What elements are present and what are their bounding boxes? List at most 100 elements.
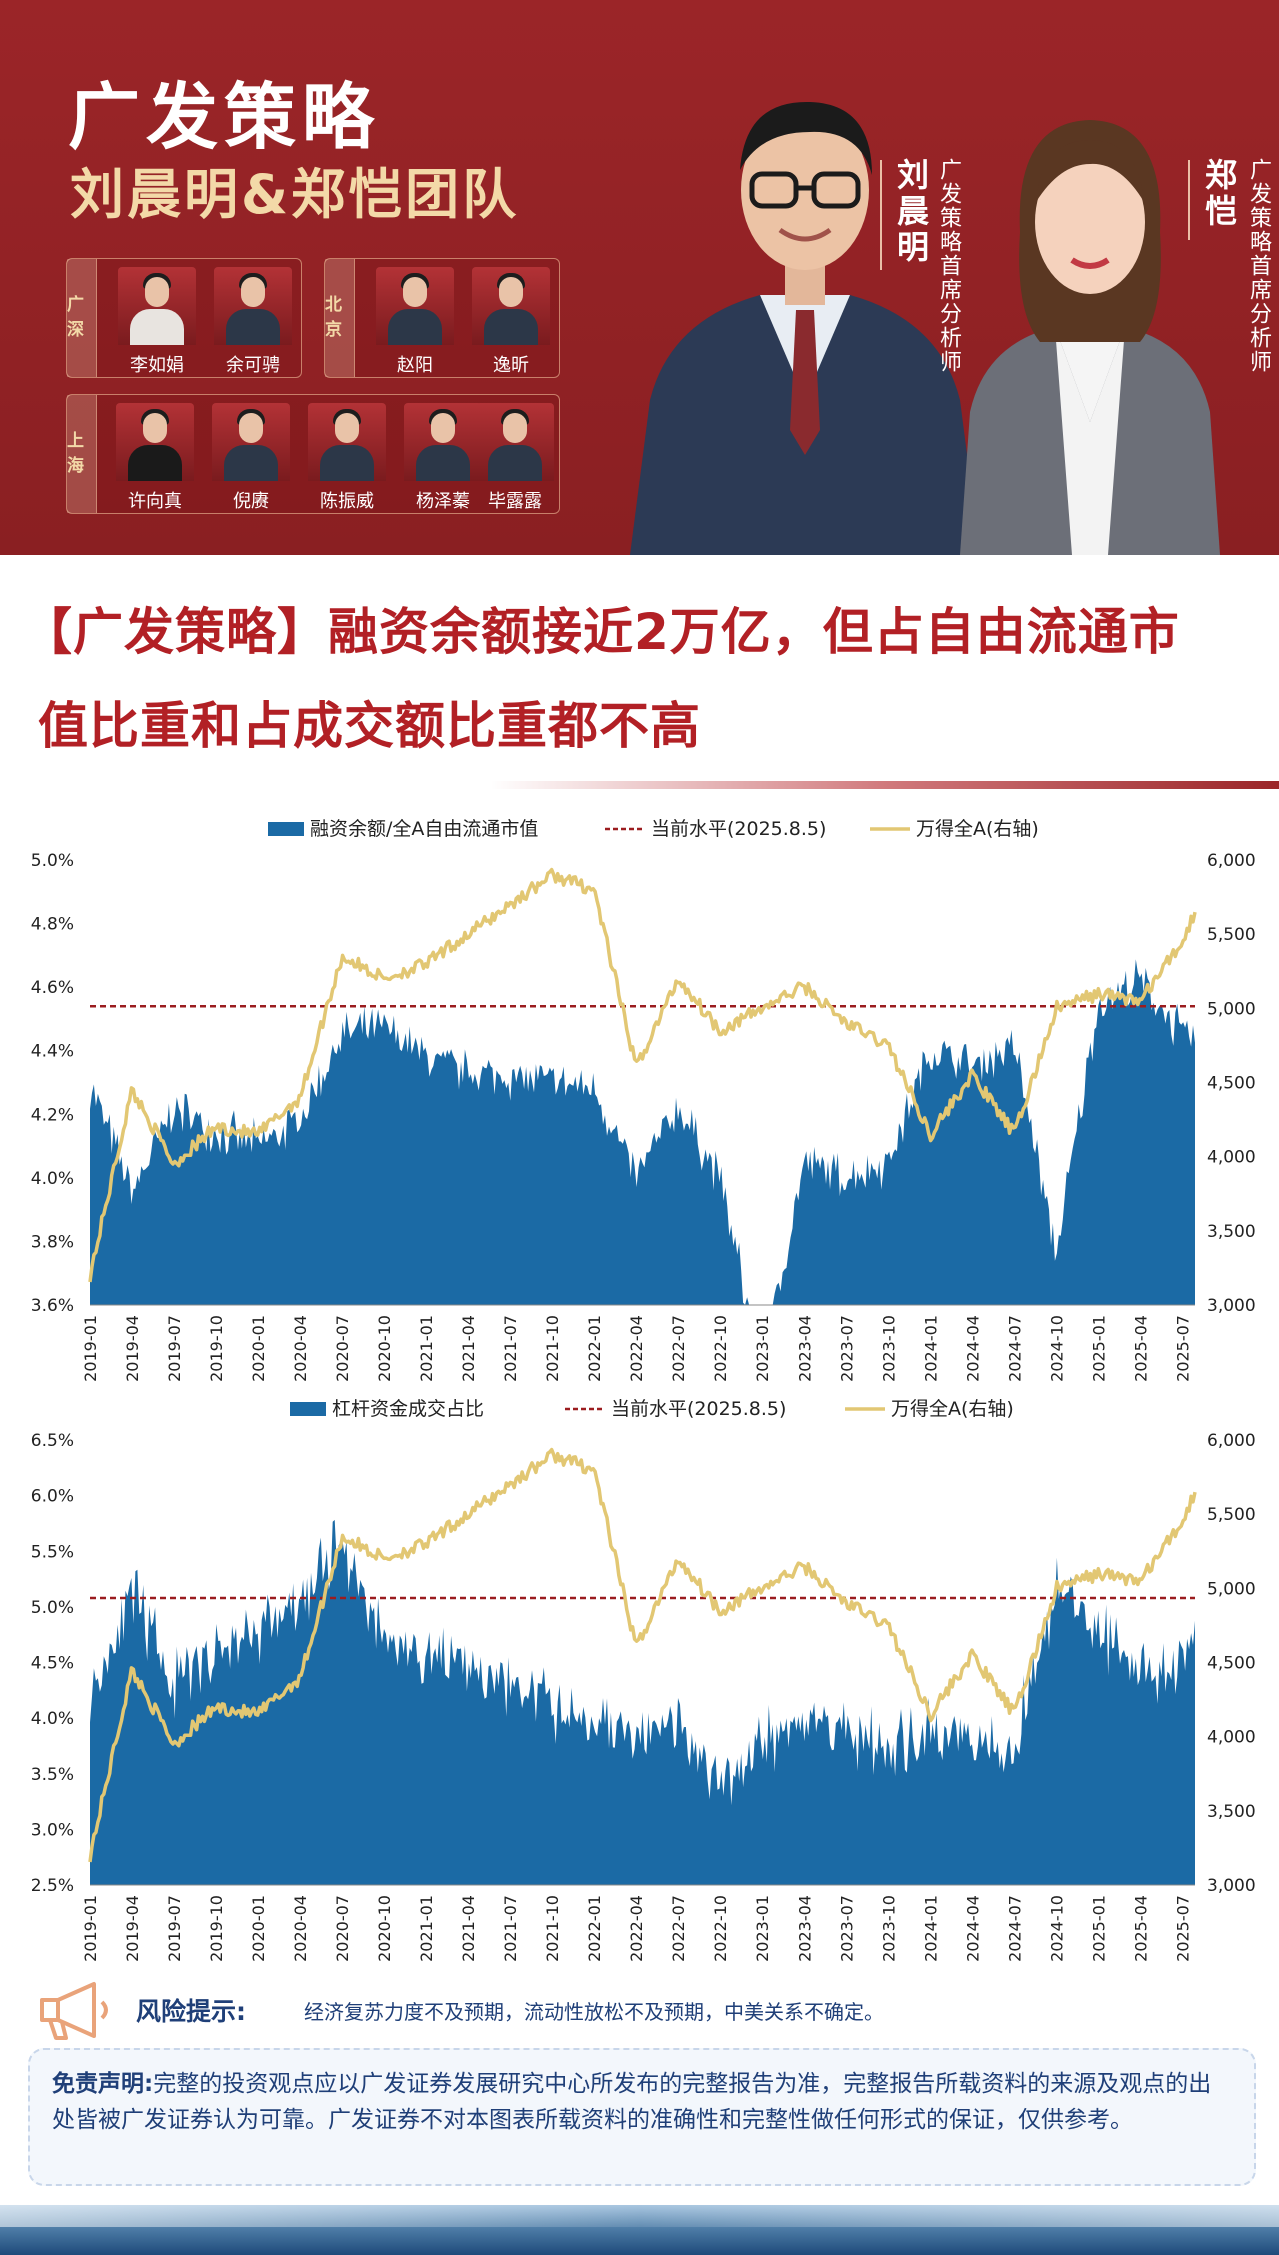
left-tick-label: 4.0%: [31, 1709, 74, 1729]
left-tick-label: 6.5%: [31, 1431, 74, 1451]
x-tick-label: 2023-04: [795, 1895, 814, 1962]
x-tick-label: 2024-04: [963, 1315, 982, 1382]
lead-name-liu: 刘晨明: [892, 158, 930, 266]
lead-analyst-photo-liu: [630, 101, 980, 555]
x-tick-label: 2023-10: [879, 1895, 898, 1962]
x-tick-label: 2022-10: [711, 1315, 730, 1382]
member-photo: [472, 267, 550, 345]
x-tick-label: 2023-07: [837, 1315, 856, 1382]
megaphone-icon: [40, 1982, 108, 2040]
team-group-beijing: 北京 赵阳 逸昕: [324, 258, 560, 378]
x-tick-label: 2019-04: [123, 1315, 142, 1382]
legend-label: 当前水平(2025.8.5): [651, 818, 826, 840]
x-tick-label: 2025-01: [1089, 1895, 1108, 1962]
x-tick-label: 2022-07: [669, 1315, 688, 1382]
member-name: 倪赓: [233, 491, 269, 512]
member-photo: [404, 403, 482, 481]
member-name: 毕露露: [488, 491, 542, 512]
team-member: 倪赓: [203, 403, 299, 513]
right-tick-label: 5,000: [1207, 999, 1256, 1019]
x-tick-label: 2020-07: [333, 1315, 352, 1382]
x-tick-label: 2023-07: [837, 1895, 856, 1962]
member-name: 逸昕: [493, 355, 529, 376]
x-tick-label: 2019-01: [81, 1315, 100, 1382]
left-tick-label: 5.0%: [31, 1598, 74, 1618]
x-tick-label: 2022-07: [669, 1895, 688, 1962]
left-tick-label: 3.0%: [31, 1820, 74, 1840]
x-tick-label: 2022-01: [585, 1315, 604, 1382]
x-tick-label: 2023-01: [753, 1315, 772, 1382]
legend-swatch-bar: [268, 822, 304, 836]
member-name: 杨泽蓁: [416, 491, 470, 512]
x-tick-label: 2023-01: [753, 1895, 772, 1962]
x-tick-label: 2024-07: [1005, 1315, 1024, 1382]
x-tick-label: 2021-07: [501, 1895, 520, 1962]
right-tick-label: 3,000: [1207, 1296, 1256, 1316]
x-tick-label: 2020-07: [333, 1895, 352, 1962]
legend-label: 当前水平(2025.8.5): [611, 1398, 786, 1420]
member-photo: [116, 403, 194, 481]
member-name: 陈振威: [320, 491, 374, 512]
x-tick-label: 2019-01: [81, 1895, 100, 1962]
x-tick-label: 2020-10: [375, 1895, 394, 1962]
left-tick-label: 3.5%: [31, 1765, 74, 1785]
right-tick-label: 3,000: [1207, 1876, 1256, 1896]
x-tick-label: 2020-10: [375, 1315, 394, 1382]
x-tick-label: 2022-04: [627, 1895, 646, 1962]
x-tick-label: 2021-01: [417, 1895, 436, 1962]
lead-role-zheng: 广发策略首席分析师: [1246, 158, 1271, 374]
team-member: 陈振威: [299, 403, 395, 513]
x-tick-label: 2020-04: [291, 1895, 310, 1962]
member-name: 李如娟: [130, 355, 184, 376]
x-tick-label: 2019-10: [207, 1315, 226, 1382]
chart-margin-to-float-cap: 融资余额/全A自由流通市值 当前水平(2025.8.5) 万得全A(右轴) 3.6% 3…: [31, 818, 1256, 1382]
x-tick-label: 2024-10: [1047, 1895, 1066, 1962]
x-tick-label: 2022-10: [711, 1895, 730, 1962]
member-photo: [214, 267, 292, 345]
right-tick-label: 6,000: [1207, 851, 1256, 871]
brand-title: 广发策略: [68, 75, 381, 159]
headline-line-1: 【广发策略】融资余额接近2万亿，但占自由流通市: [22, 603, 1180, 661]
left-tick-label: 3.8%: [31, 1232, 74, 1252]
lead-role-liu: 广发策略首席分析师: [936, 158, 961, 374]
team-member: 逸昕: [463, 267, 559, 377]
member-photo: [476, 403, 554, 481]
legend-label: 杠杆资金成交占比: [332, 1398, 484, 1420]
x-tick-label: 2022-01: [585, 1895, 604, 1962]
risk-row: 风险提示: 经济复苏力度不及预期，流动性放松不及预期，中美关系不确定。: [36, 1978, 1236, 2042]
right-tick-label: 3,500: [1207, 1222, 1256, 1242]
team-member: 杨泽蓁: [395, 403, 491, 513]
left-tick-label: 4.5%: [31, 1654, 74, 1674]
x-tick-label: 2021-01: [417, 1315, 436, 1382]
team-group-shanghai: 上海 许向真 倪赓 陈振威 杨泽蓁 毕露露: [66, 394, 560, 514]
left-tick-label: 6.0%: [31, 1487, 74, 1507]
region-tag: 上海: [67, 395, 97, 513]
left-tick-label: 4.8%: [31, 915, 74, 935]
lead-divider: [1188, 160, 1190, 240]
x-tick-label: 2025-07: [1173, 1895, 1192, 1962]
right-tick-label: 4,000: [1207, 1728, 1256, 1748]
legend-label: 融资余额/全A自由流通市值: [310, 818, 538, 840]
x-tick-label: 2024-01: [921, 1895, 940, 1962]
left-tick-label: 5.0%: [31, 851, 74, 871]
chart-leverage-turnover-share: 杠杆资金成交占比 当前水平(2025.8.5) 万得全A(右轴) 2.5% 3.0% 3.…: [31, 1398, 1256, 1962]
series-line-0: [88, 867, 1197, 1283]
right-tick-label: 3,500: [1207, 1802, 1256, 1822]
x-tick-label: 2023-10: [879, 1315, 898, 1382]
team-group-guangshen: 广深 李如娟 余可骋: [66, 258, 302, 378]
team-member: 许向真: [107, 403, 203, 513]
member-name: 许向真: [128, 491, 182, 512]
right-tick-label: 5,500: [1207, 1505, 1256, 1525]
footer-image-strip: [0, 2205, 1279, 2255]
disclaimer-box: 免责声明:完整的投资观点应以广发证券发展研究中心所发布的完整报告为准，完整报告所…: [28, 2048, 1256, 2186]
left-tick-label: 4.4%: [31, 1042, 74, 1062]
x-tick-label: 2021-07: [501, 1315, 520, 1382]
headline-accent-line: [490, 781, 1279, 789]
team-member: 赵阳: [367, 267, 463, 377]
member-photo: [376, 267, 454, 345]
series-area-1: [90, 1519, 1195, 1885]
chart-legend: 融资余额/全A自由流通市值 当前水平(2025.8.5) 万得全A(右轴): [268, 818, 1039, 840]
disclaimer-label: 免责声明:: [52, 2071, 154, 2097]
lead-divider: [880, 160, 882, 270]
legend-label: 万得全A(右轴): [916, 818, 1039, 840]
